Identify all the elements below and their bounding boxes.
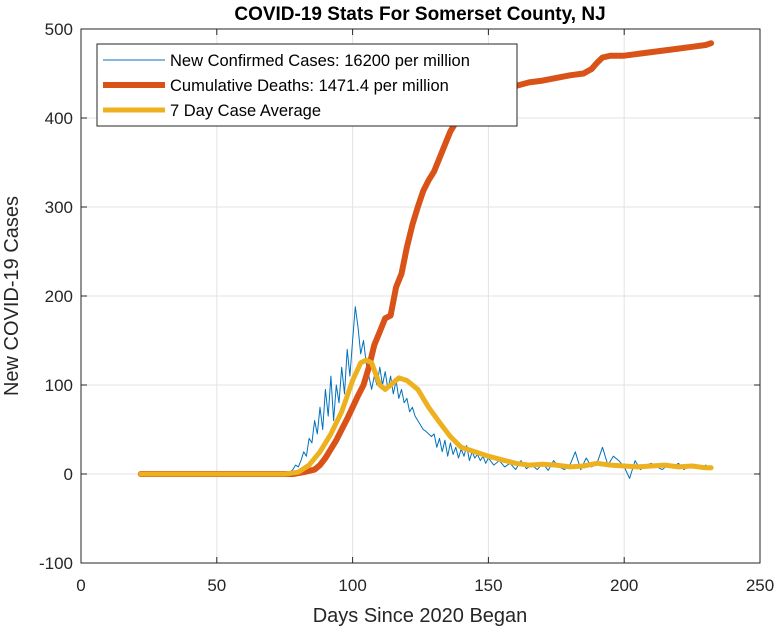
x-tick-label: 200 — [610, 576, 638, 595]
legend: New Confirmed Cases: 16200 per million C… — [96, 43, 518, 127]
y-axis-label: New COVID-19 Cases — [1, 196, 23, 396]
x-tick-label: 150 — [474, 576, 502, 595]
legend-box — [96, 43, 518, 127]
x-tick-label: 250 — [746, 576, 774, 595]
y-tick-label: 100 — [45, 376, 73, 395]
y-tick-label: 400 — [45, 109, 73, 128]
chart-title: COVID-19 Stats For Somerset County, NJ — [234, 4, 605, 25]
legend-label-cumulative-deaths: Cumulative Deaths: 1471.4 per million — [170, 77, 449, 95]
y-tick-label: -100 — [39, 554, 73, 573]
series-line-2 — [138, 357, 714, 477]
legend-label-7-day-average: 7 Day Case Average — [170, 102, 321, 120]
x-axis-label: Days Since 2020 Began — [313, 605, 528, 627]
y-tick-label: 200 — [45, 287, 73, 306]
x-tick-label: 50 — [207, 576, 226, 595]
legend-label-new-cases: New Confirmed Cases: 16200 per million — [170, 52, 470, 70]
series-line-1 — [137, 40, 715, 477]
x-tick-label: 0 — [76, 576, 85, 595]
y-tick-label: 500 — [45, 20, 73, 39]
series-line-0 — [140, 306, 712, 479]
x-tick-label: 100 — [338, 576, 366, 595]
y-tick-label: 0 — [64, 465, 73, 484]
y-tick-label: 300 — [45, 198, 73, 217]
